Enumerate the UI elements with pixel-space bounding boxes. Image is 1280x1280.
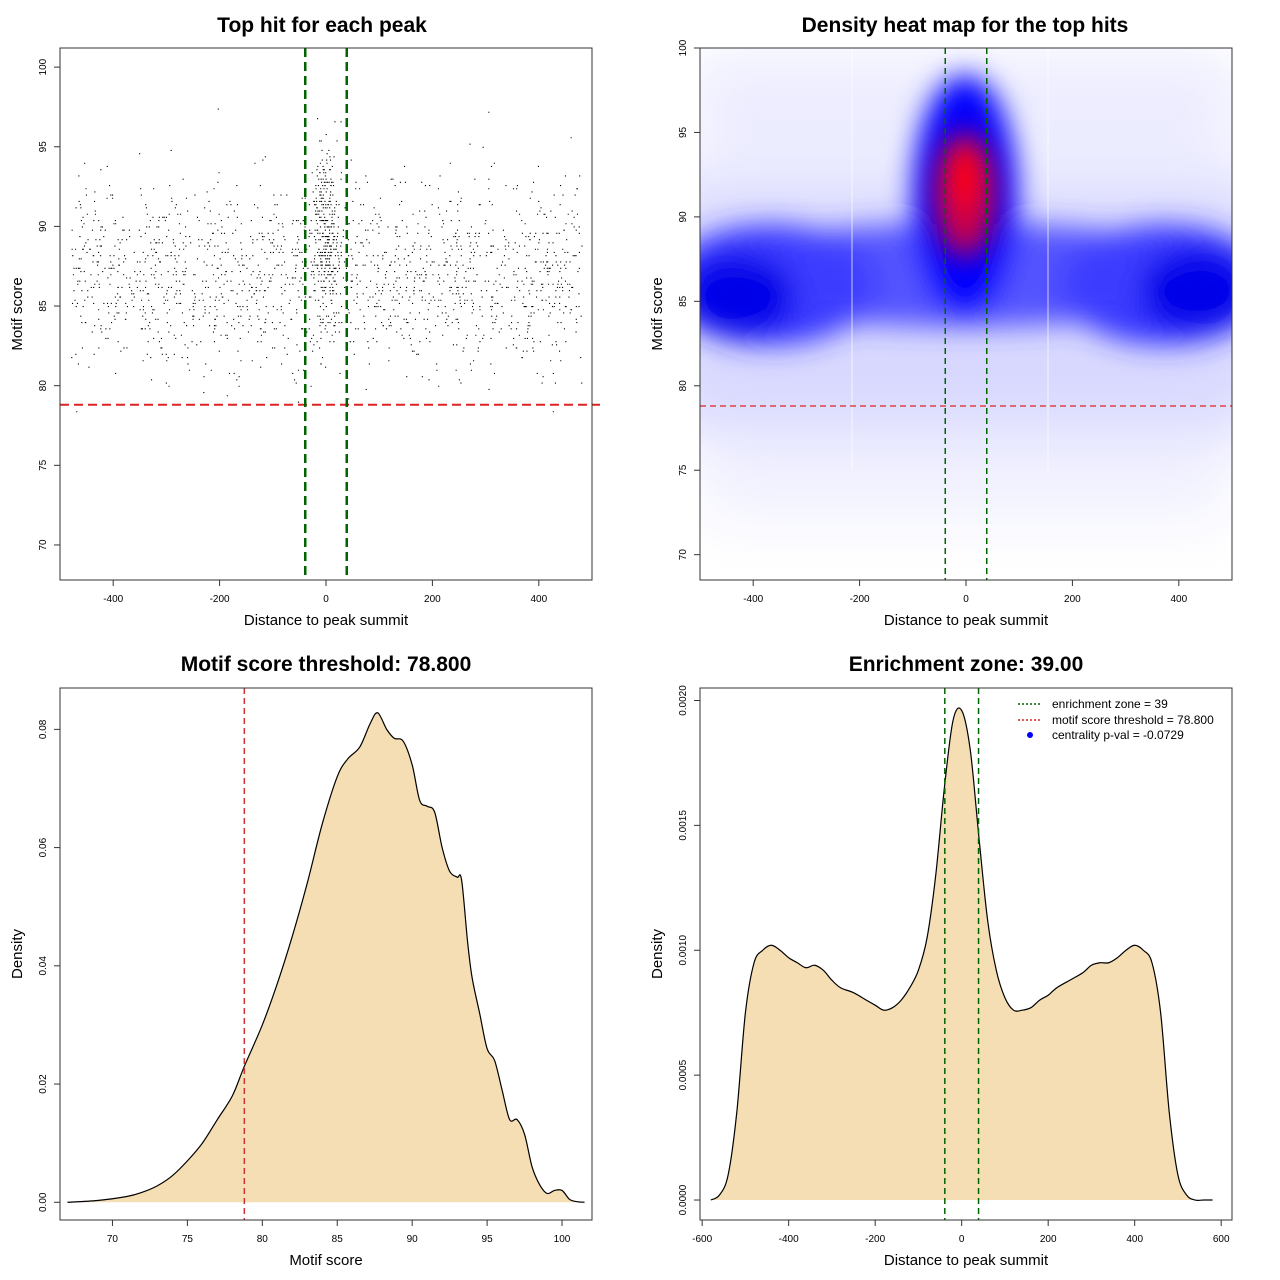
y-tick-label: 70: [678, 549, 689, 561]
scatter-x-axis: -400 -200 0 200 400: [103, 579, 548, 605]
x-tick-label: 90: [407, 1234, 419, 1245]
panel-scatter: Top hit for each peak -400 -200 0 200 400 70…: [9, 14, 600, 629]
x-tick-label: 400: [1170, 594, 1187, 605]
x-tick-label: 400: [530, 594, 547, 605]
scatter-points: [71, 108, 583, 413]
x-tick-label: -400: [103, 594, 123, 605]
density-curve: [67, 712, 585, 1203]
panel-heatmap: Density heat map for the top hits: [649, 14, 1233, 629]
y-tick-label: 0.08: [38, 719, 49, 739]
y-tick-label: 95: [38, 141, 49, 153]
x-tick-label: 70: [107, 1234, 119, 1245]
y-tick-label: 80: [38, 380, 49, 392]
y-tick-label: 90: [38, 220, 49, 232]
scatter-y-axis: 70 75 80 85 90 95 100: [38, 58, 61, 551]
legend-swatch-pval: [1027, 732, 1033, 738]
enrichment-x-axis: -600 -400 -200 0 200 400 600: [692, 1219, 1230, 1245]
y-tick-label: 0.0005: [678, 1059, 689, 1090]
legend-label-zone: enrichment zone = 39: [1052, 697, 1168, 711]
y-tick-label: 0.00: [38, 1192, 49, 1212]
heatmap-field: [700, 48, 1232, 580]
y-tick-label: 95: [678, 126, 689, 138]
y-tick-label: 100: [38, 58, 49, 75]
score-density-x-axis: 70 75 80 85 90 95 100: [107, 1219, 571, 1245]
y-tick-label: 0.0020: [678, 685, 689, 716]
heatmap-hot-spot: [935, 133, 995, 257]
x-tick-label: 80: [257, 1234, 269, 1245]
heatmap-y-label: Motif score: [649, 277, 666, 350]
heatmap-title: Density heat map for the top hits: [802, 14, 1129, 37]
enrichment-y-label: Density: [649, 928, 666, 979]
y-tick-label: 0.04: [38, 956, 49, 976]
x-tick-label: 85: [332, 1234, 344, 1245]
legend: enrichment zone = 39 motif score thresho…: [1018, 697, 1214, 742]
y-tick-label: 100: [678, 39, 689, 56]
scatter-plot-frame: [59, 47, 593, 581]
y-tick-label: 70: [38, 539, 49, 551]
y-tick-label: 90: [678, 211, 689, 223]
score-density-title: Motif score threshold: 78.800: [181, 653, 472, 676]
y-tick-label: 80: [678, 380, 689, 392]
legend-label-threshold: motif score threshold = 78.800: [1052, 713, 1214, 727]
x-tick-label: -600: [692, 1234, 712, 1245]
y-tick-label: 0.0000: [678, 1184, 689, 1215]
score-density-y-axis: 0.00 0.02 0.04 0.06 0.08: [38, 719, 61, 1212]
legend-label-pval: centrality p-val = -0.0729: [1052, 728, 1184, 742]
enrichment-title: Enrichment zone: 39.00: [849, 653, 1084, 676]
x-tick-label: 95: [482, 1234, 494, 1245]
x-tick-label: 0: [323, 594, 329, 605]
y-tick-label: 0.02: [38, 1074, 49, 1094]
x-tick-label: 100: [554, 1234, 571, 1245]
heatmap-x-axis: -400 -200 0 200 400: [743, 579, 1188, 605]
heatmap-x-label: Distance to peak summit: [884, 612, 1049, 629]
y-tick-label: 85: [38, 300, 49, 312]
x-tick-label: 0: [963, 594, 969, 605]
x-tick-label: 0: [959, 1234, 965, 1245]
scatter-point: [71, 108, 583, 413]
density-area: [710, 707, 1213, 1201]
score-density-x-label: Motif score: [289, 1252, 362, 1269]
y-tick-label: 0.0010: [678, 935, 689, 966]
y-tick-label: 85: [678, 295, 689, 307]
density-curve: [710, 707, 1213, 1201]
scatter-title: Top hit for each peak: [217, 14, 427, 37]
x-tick-label: -400: [743, 594, 763, 605]
score-density-y-label: Density: [9, 928, 26, 979]
x-tick-label: -200: [850, 594, 870, 605]
enrichment-x-label: Distance to peak summit: [884, 1252, 1049, 1269]
x-tick-label: 200: [1040, 1234, 1057, 1245]
x-tick-label: 75: [182, 1234, 194, 1245]
panel-enrichment: Enrichment zone: 39.00 -600 -400 -200 0 200 4…: [649, 653, 1233, 1269]
y-tick-label: 75: [38, 459, 49, 471]
scatter-y-label: Motif score: [9, 277, 26, 350]
density-area: [67, 712, 585, 1203]
scatter-x-label: Distance to peak summit: [244, 612, 409, 629]
panel-score-density: Motif score threshold: 78.800 70 75 80 85 90…: [9, 653, 593, 1269]
x-tick-label: 200: [424, 594, 441, 605]
x-tick-label: -200: [210, 594, 230, 605]
heatmap-y-axis: 70 75 80 85 90 95 100: [678, 39, 701, 561]
enrichment-y-axis: 0.0000 0.0005 0.0010 0.0015 0.0020: [678, 685, 701, 1215]
y-tick-label: 0.06: [38, 837, 49, 857]
x-tick-label: 400: [1126, 1234, 1143, 1245]
x-tick-label: -200: [865, 1234, 885, 1245]
y-tick-label: 0.0015: [678, 810, 689, 841]
x-tick-label: -400: [779, 1234, 799, 1245]
x-tick-label: 600: [1213, 1234, 1230, 1245]
x-tick-label: 200: [1064, 594, 1081, 605]
y-tick-label: 75: [678, 464, 689, 476]
